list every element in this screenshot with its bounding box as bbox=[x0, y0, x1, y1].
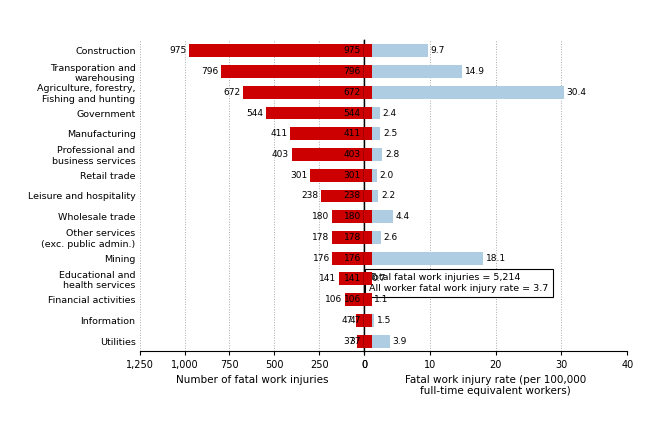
Text: 176: 176 bbox=[313, 253, 330, 263]
Bar bbox=[364, 231, 381, 244]
Bar bbox=[364, 44, 428, 57]
Text: 141: 141 bbox=[319, 274, 336, 283]
Bar bbox=[364, 169, 372, 181]
Bar bbox=[364, 210, 393, 223]
X-axis label: Number of fatal work injuries: Number of fatal work injuries bbox=[176, 374, 328, 385]
Bar bbox=[364, 127, 372, 140]
Text: 178: 178 bbox=[343, 233, 361, 242]
Bar bbox=[292, 148, 364, 161]
Text: 9.7: 9.7 bbox=[430, 46, 445, 55]
Bar bbox=[364, 293, 371, 306]
Text: 106: 106 bbox=[325, 295, 343, 304]
Bar bbox=[364, 252, 372, 265]
Text: 975: 975 bbox=[343, 46, 361, 55]
Text: 141: 141 bbox=[344, 274, 361, 283]
Bar bbox=[364, 169, 377, 181]
Bar bbox=[356, 314, 364, 327]
X-axis label: Fatal work injury rate (per 100,000
full-time equivalent workers): Fatal work injury rate (per 100,000 full… bbox=[405, 374, 586, 396]
Text: 180: 180 bbox=[343, 212, 361, 221]
Bar bbox=[364, 65, 462, 78]
Text: 2.8: 2.8 bbox=[385, 150, 399, 159]
Bar bbox=[358, 335, 364, 348]
Bar bbox=[321, 190, 364, 202]
Text: 672: 672 bbox=[344, 88, 361, 97]
Text: 47: 47 bbox=[349, 316, 361, 325]
Text: 106: 106 bbox=[343, 295, 361, 304]
Bar bbox=[221, 65, 364, 78]
Bar bbox=[364, 314, 374, 327]
Text: 796: 796 bbox=[202, 67, 218, 76]
Bar bbox=[364, 86, 372, 99]
Bar bbox=[291, 127, 364, 140]
Bar bbox=[364, 273, 372, 285]
Bar bbox=[364, 148, 382, 161]
Text: 2.0: 2.0 bbox=[380, 171, 394, 180]
Text: 0.7: 0.7 bbox=[371, 274, 385, 283]
Bar bbox=[364, 106, 380, 119]
Text: 672: 672 bbox=[224, 88, 240, 97]
Text: 30.4: 30.4 bbox=[567, 88, 587, 97]
Text: 411: 411 bbox=[344, 129, 361, 138]
Text: 180: 180 bbox=[312, 212, 329, 221]
Text: 1.5: 1.5 bbox=[376, 316, 391, 325]
Text: 2.2: 2.2 bbox=[381, 191, 395, 201]
Text: 2.4: 2.4 bbox=[382, 109, 396, 118]
Text: 2.5: 2.5 bbox=[383, 129, 397, 138]
Bar bbox=[310, 169, 364, 181]
Text: 47: 47 bbox=[341, 316, 353, 325]
Bar bbox=[266, 106, 364, 119]
Bar bbox=[332, 231, 364, 244]
Text: 178: 178 bbox=[312, 233, 330, 242]
Bar bbox=[364, 65, 372, 78]
Text: 37: 37 bbox=[343, 337, 355, 345]
Text: 544: 544 bbox=[344, 109, 361, 118]
Bar bbox=[364, 148, 372, 161]
Bar bbox=[244, 86, 364, 99]
Text: 238: 238 bbox=[344, 191, 361, 201]
Bar bbox=[345, 293, 364, 306]
Bar bbox=[364, 190, 378, 202]
Text: Total fatal work injuries = 5,214
All worker fatal work injury rate = 3.7: Total fatal work injuries = 5,214 All wo… bbox=[369, 273, 549, 293]
Bar bbox=[364, 335, 372, 348]
Bar bbox=[364, 210, 372, 223]
Text: 3.9: 3.9 bbox=[393, 337, 407, 345]
Text: 411: 411 bbox=[270, 129, 287, 138]
Bar bbox=[364, 106, 372, 119]
Bar bbox=[364, 335, 389, 348]
Bar bbox=[332, 252, 364, 265]
Text: 403: 403 bbox=[344, 150, 361, 159]
Text: 4.4: 4.4 bbox=[396, 212, 410, 221]
Bar bbox=[189, 44, 364, 57]
Bar bbox=[364, 293, 372, 306]
Bar bbox=[364, 86, 564, 99]
Bar bbox=[364, 190, 372, 202]
Text: 796: 796 bbox=[343, 67, 361, 76]
Text: 176: 176 bbox=[343, 253, 361, 263]
Bar bbox=[364, 252, 483, 265]
Text: 975: 975 bbox=[169, 46, 187, 55]
Text: 301: 301 bbox=[290, 171, 307, 180]
Bar bbox=[364, 231, 372, 244]
Text: 544: 544 bbox=[247, 109, 264, 118]
Bar bbox=[332, 210, 364, 223]
Text: 238: 238 bbox=[302, 191, 318, 201]
Text: 301: 301 bbox=[343, 171, 361, 180]
Bar bbox=[364, 44, 372, 57]
Bar bbox=[364, 273, 369, 285]
Text: 2.6: 2.6 bbox=[384, 233, 398, 242]
Text: 37: 37 bbox=[349, 337, 361, 345]
Text: 14.9: 14.9 bbox=[465, 67, 485, 76]
Text: 403: 403 bbox=[272, 150, 289, 159]
Bar bbox=[364, 314, 372, 327]
Text: 1.1: 1.1 bbox=[374, 295, 388, 304]
Text: 18.1: 18.1 bbox=[486, 253, 506, 263]
Bar bbox=[339, 273, 364, 285]
Bar bbox=[364, 127, 380, 140]
